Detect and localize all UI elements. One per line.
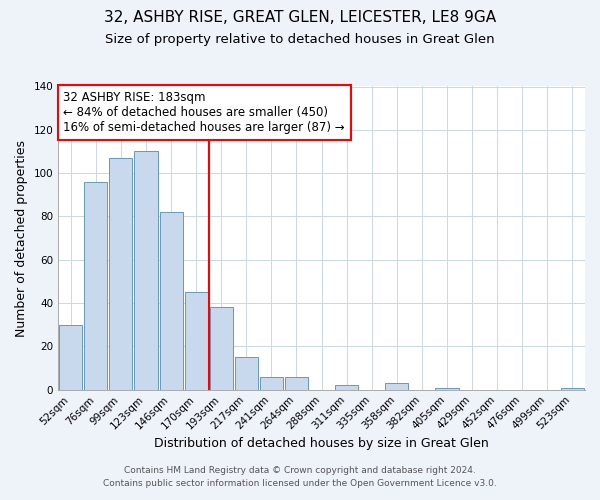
- Bar: [235, 357, 258, 390]
- Text: 32 ASHBY RISE: 183sqm
← 84% of detached houses are smaller (450)
16% of semi-det: 32 ASHBY RISE: 183sqm ← 84% of detached …: [64, 91, 345, 134]
- Text: 32, ASHBY RISE, GREAT GLEN, LEICESTER, LE8 9GA: 32, ASHBY RISE, GREAT GLEN, LEICESTER, L…: [104, 10, 496, 25]
- X-axis label: Distribution of detached houses by size in Great Glen: Distribution of detached houses by size …: [154, 437, 489, 450]
- Bar: [385, 383, 409, 390]
- Bar: [335, 386, 358, 390]
- Y-axis label: Number of detached properties: Number of detached properties: [15, 140, 28, 336]
- Text: Size of property relative to detached houses in Great Glen: Size of property relative to detached ho…: [105, 32, 495, 46]
- Bar: [84, 182, 107, 390]
- Bar: [260, 376, 283, 390]
- Bar: [59, 324, 82, 390]
- Text: Contains HM Land Registry data © Crown copyright and database right 2024.
Contai: Contains HM Land Registry data © Crown c…: [103, 466, 497, 487]
- Bar: [285, 376, 308, 390]
- Bar: [209, 308, 233, 390]
- Bar: [160, 212, 182, 390]
- Bar: [134, 152, 158, 390]
- Bar: [185, 292, 208, 390]
- Bar: [561, 388, 584, 390]
- Bar: [436, 388, 458, 390]
- Bar: [109, 158, 133, 390]
